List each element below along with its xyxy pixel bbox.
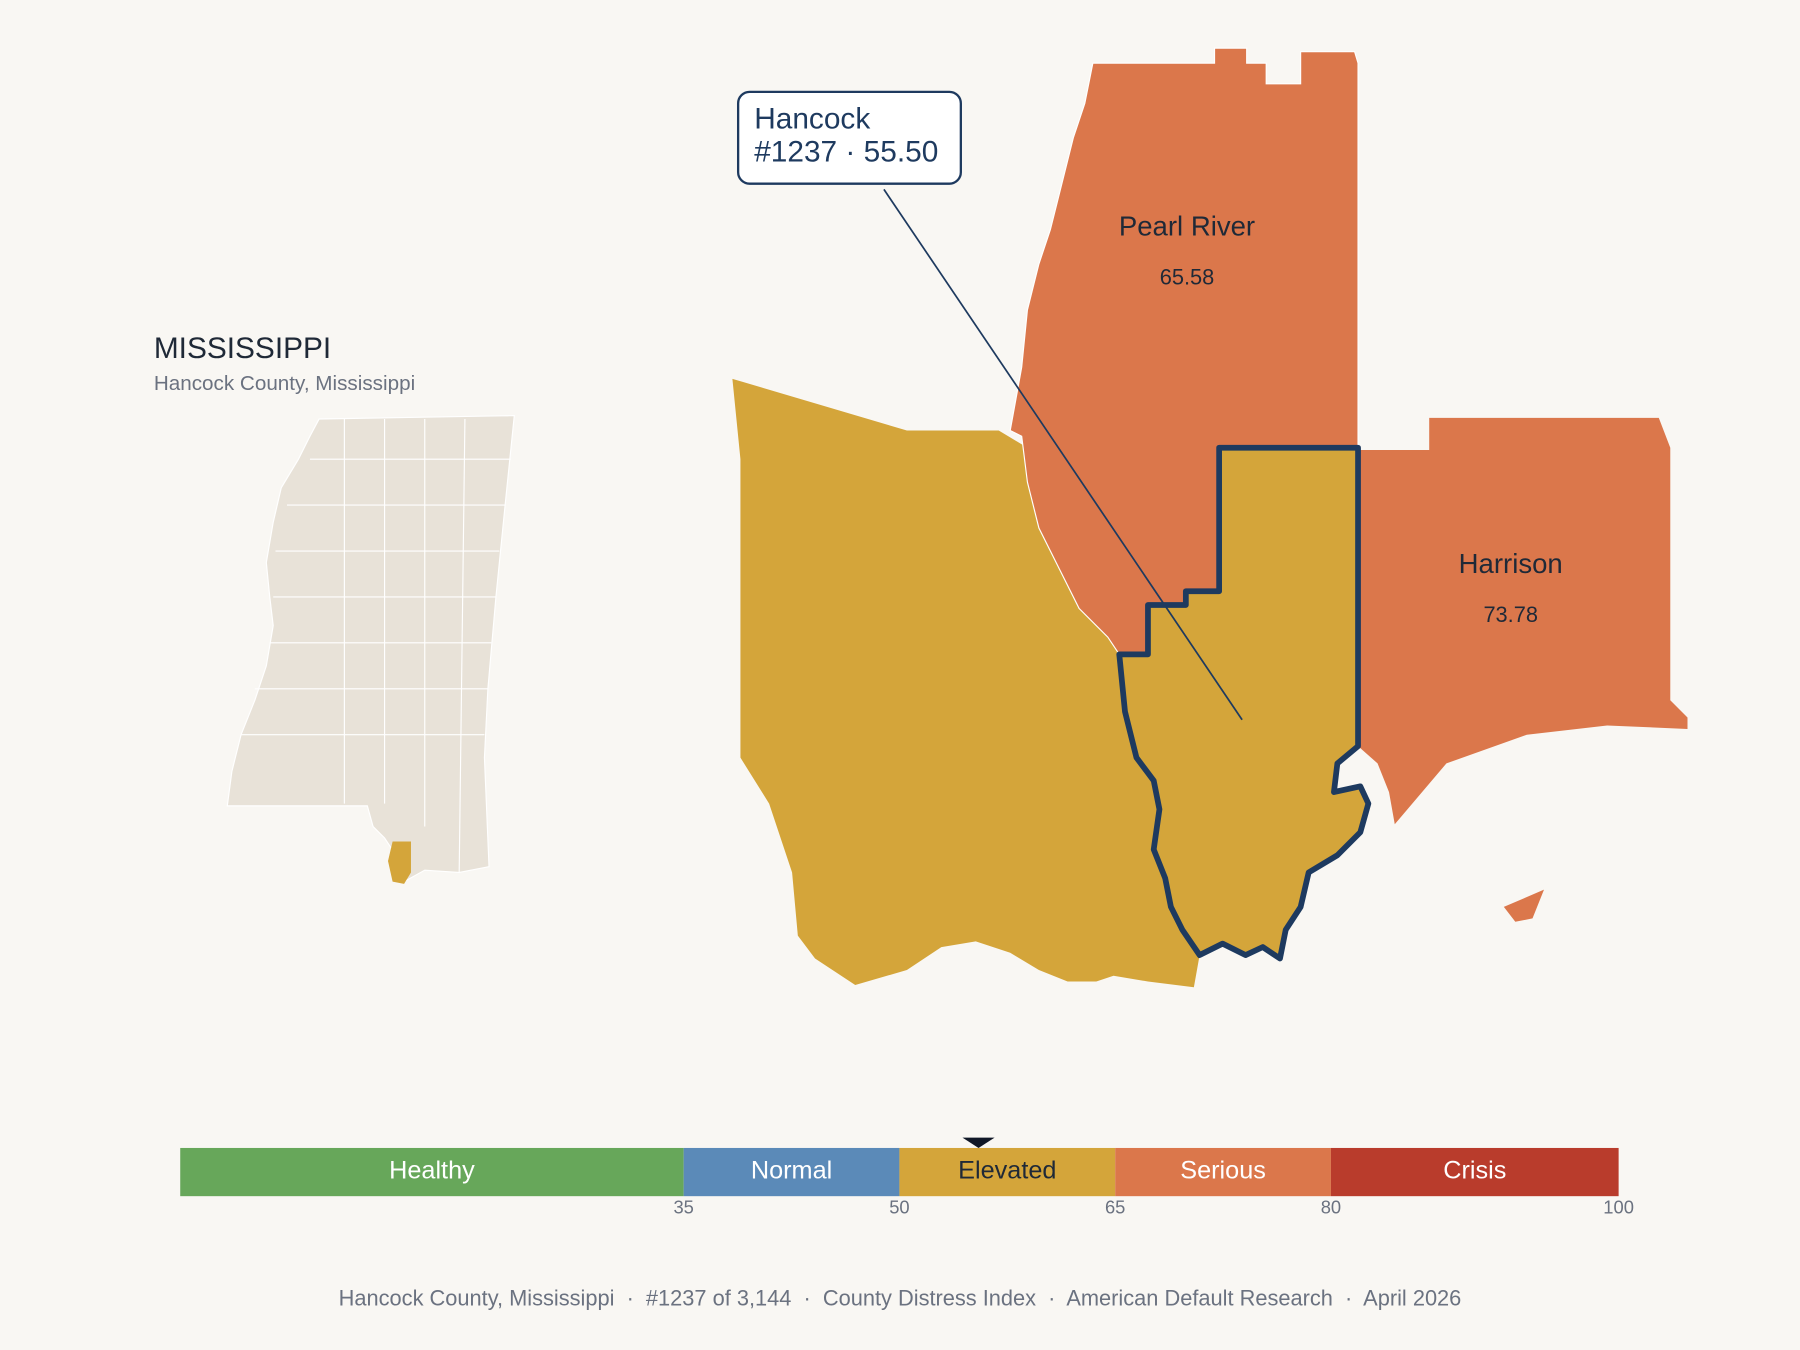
- county-hancock: [1116, 444, 1372, 962]
- callout-line: #1237 · 55.50: [754, 136, 938, 169]
- legend-bin-label: Serious: [1180, 1157, 1266, 1185]
- legend-tick-label: 80: [1321, 1197, 1341, 1218]
- legend-tick-label: 65: [1105, 1197, 1125, 1218]
- legend-tick-label: 35: [673, 1197, 693, 1218]
- county-label: Pearl River: [1119, 211, 1255, 242]
- legend-bin: [180, 1147, 684, 1197]
- legend-bin-label: Crisis: [1443, 1157, 1506, 1185]
- neighbor-region: [732, 378, 1200, 988]
- callout-leader: [883, 188, 1243, 721]
- legend-bin: [683, 1147, 900, 1197]
- county-harrison: [1358, 417, 1688, 922]
- legend-bin: [1330, 1147, 1619, 1197]
- legend-bin: [899, 1147, 1116, 1197]
- inset-state: [226, 414, 515, 883]
- legend-tick-label: 100: [1603, 1197, 1634, 1218]
- legend-bin: [1115, 1147, 1331, 1197]
- state-title: MISSISSIPPI: [154, 332, 331, 365]
- legend-tick-label: 50: [889, 1197, 909, 1218]
- inset-county-lines: [241, 418, 511, 873]
- footer: Hancock County, Mississippi · #1237 of 3…: [339, 1285, 1462, 1310]
- county-label: Harrison: [1459, 548, 1563, 579]
- callout-line: Hancock: [754, 102, 870, 135]
- legend-bin-label: Healthy: [389, 1157, 475, 1185]
- subtitle: Hancock County, Mississippi: [154, 372, 415, 395]
- legend-marker: [962, 1137, 995, 1148]
- inset-highlight: [388, 841, 411, 884]
- legend: Healthy Normal Elevated Serious Crisis 35 50 65…: [180, 1137, 1634, 1218]
- legend-bin-label: Normal: [751, 1157, 832, 1185]
- county-value: 65.58: [1160, 265, 1215, 290]
- legend-bin-label: Elevated: [958, 1157, 1056, 1185]
- county-value: 73.78: [1483, 602, 1538, 627]
- callout-box: [736, 90, 962, 185]
